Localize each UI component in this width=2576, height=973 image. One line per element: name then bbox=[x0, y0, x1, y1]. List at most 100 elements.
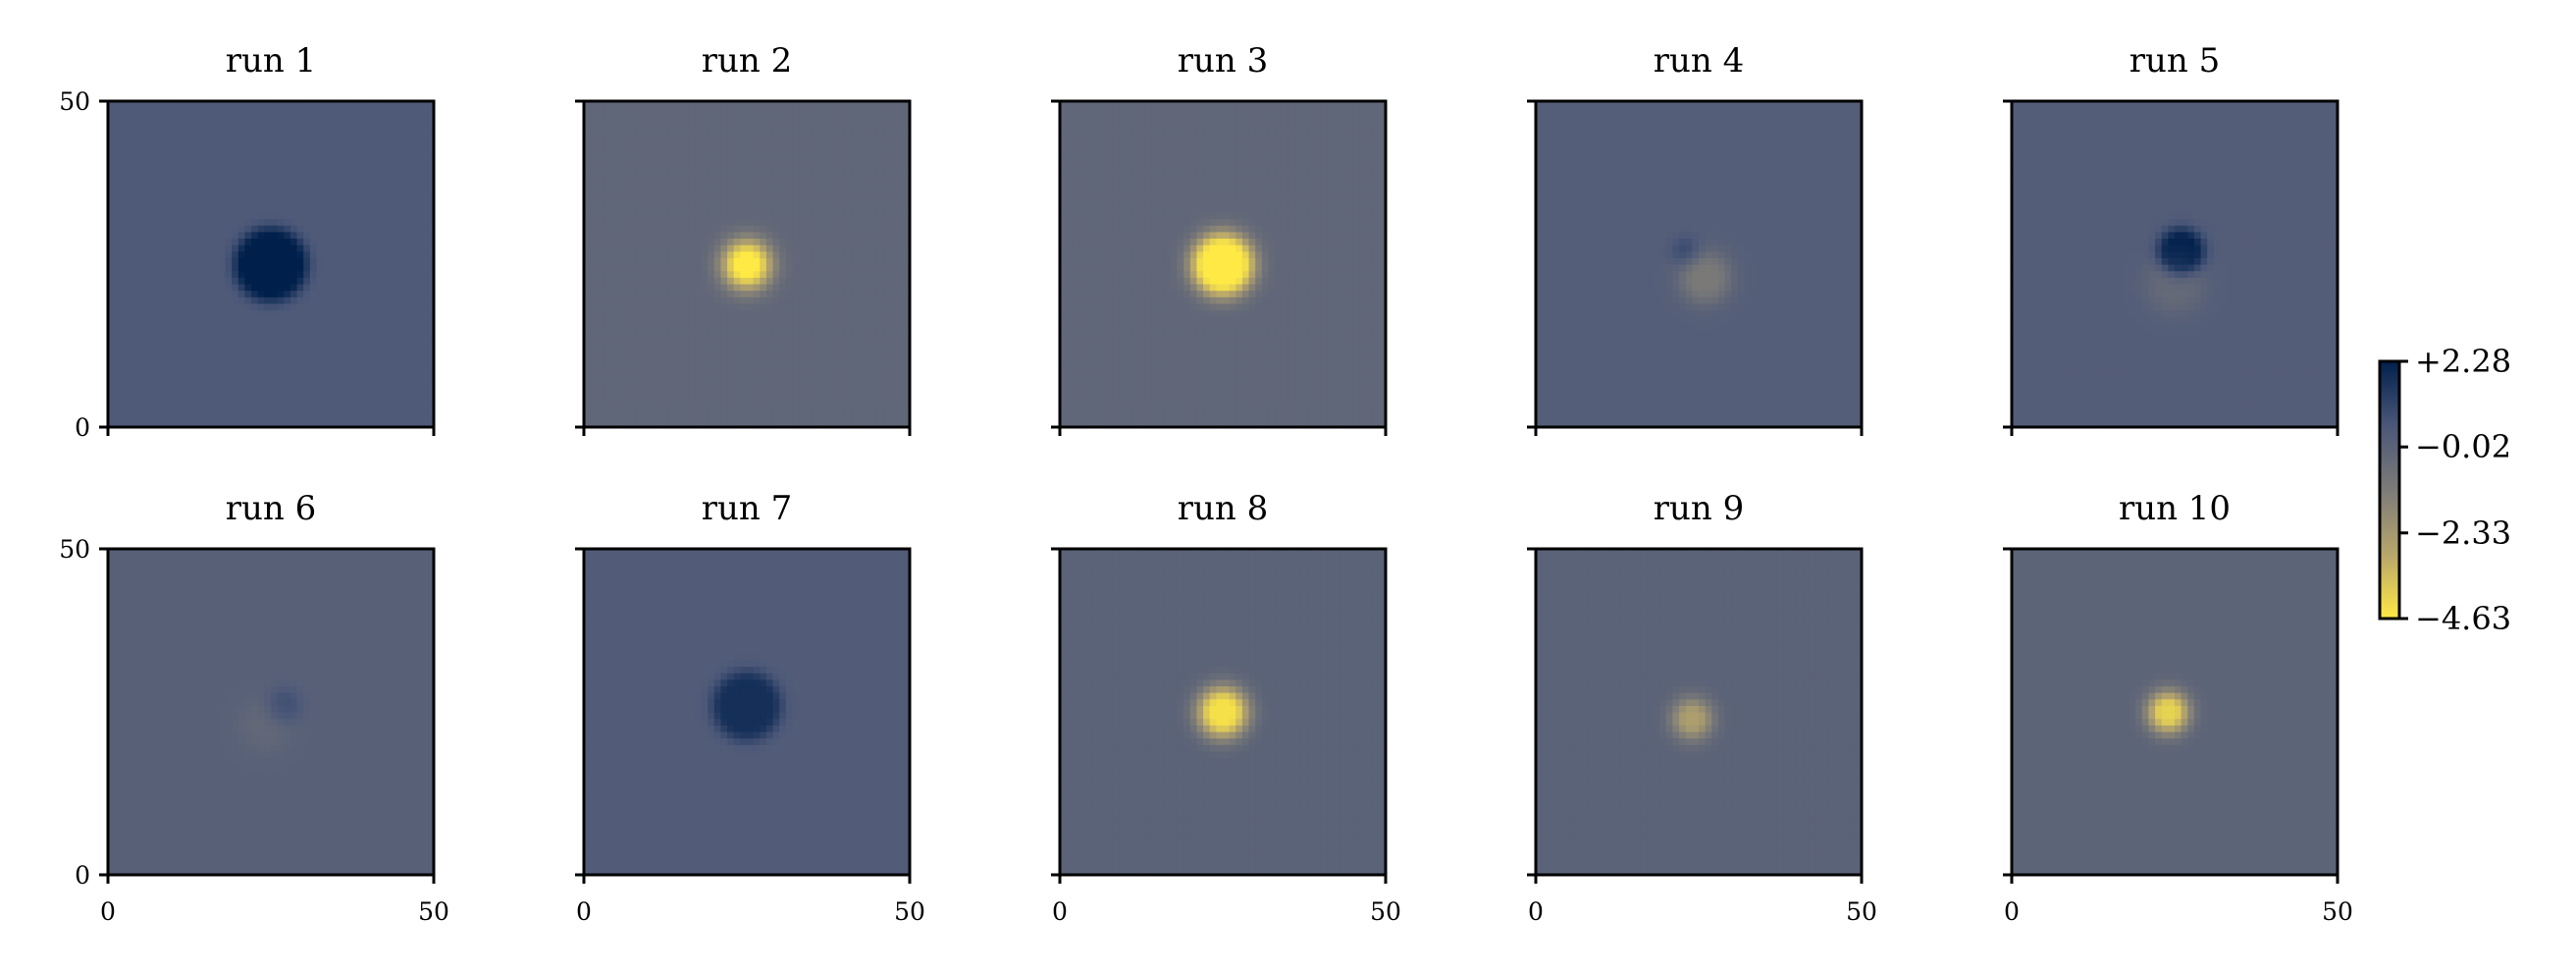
heatmap-cell bbox=[108, 361, 116, 369]
heatmap-cell bbox=[622, 270, 631, 278]
heatmap-cell bbox=[237, 270, 246, 278]
heatmap-cell bbox=[303, 420, 311, 428]
heatmap-cell bbox=[271, 413, 279, 421]
heatmap-cell bbox=[857, 270, 866, 278]
heatmap-cell bbox=[192, 309, 200, 317]
heatmap-cell bbox=[237, 139, 246, 148]
heatmap-cell bbox=[727, 407, 735, 415]
heatmap-cell bbox=[361, 381, 370, 389]
heatmap-cell bbox=[681, 120, 689, 129]
heatmap-cell bbox=[192, 186, 200, 193]
heatmap-cell bbox=[765, 277, 774, 285]
heatmap-cell bbox=[720, 342, 728, 350]
heatmap-cell bbox=[303, 354, 311, 363]
heatmap-cell bbox=[368, 354, 376, 363]
heatmap-cell bbox=[420, 244, 428, 252]
heatmap-cell bbox=[622, 173, 631, 181]
heatmap-cell bbox=[237, 173, 246, 181]
heatmap-cell bbox=[701, 309, 709, 317]
heatmap-cell bbox=[837, 250, 846, 258]
heatmap-cell bbox=[760, 166, 767, 174]
heatmap-cell bbox=[772, 250, 780, 258]
heatmap-cell bbox=[257, 297, 265, 304]
heatmap-cell bbox=[108, 316, 116, 324]
heatmap-cell bbox=[198, 388, 207, 396]
heatmap-cell bbox=[309, 231, 318, 240]
heatmap-cell bbox=[289, 394, 298, 403]
panel-2: run 2 bbox=[575, 41, 912, 436]
heatmap-cell bbox=[388, 401, 395, 408]
heatmap-cell bbox=[140, 186, 148, 193]
heatmap-cell bbox=[753, 120, 761, 129]
heatmap-cell bbox=[622, 107, 631, 115]
heatmap-cell bbox=[824, 127, 832, 135]
heatmap-cell bbox=[753, 179, 761, 187]
heatmap-cell bbox=[355, 420, 363, 428]
heatmap-cell bbox=[257, 153, 265, 161]
heatmap-cell bbox=[414, 336, 422, 344]
heatmap-cell bbox=[264, 297, 272, 304]
heatmap-cell bbox=[831, 250, 839, 258]
heatmap-cell bbox=[303, 225, 311, 233]
heatmap-cell bbox=[831, 336, 839, 344]
heatmap-cell bbox=[153, 225, 161, 233]
heatmap-cell bbox=[348, 342, 356, 350]
heatmap-cell bbox=[622, 250, 631, 258]
heatmap-cell bbox=[876, 349, 885, 356]
heatmap-cell bbox=[381, 173, 390, 181]
heatmap-cell bbox=[844, 283, 852, 292]
heatmap-cell bbox=[127, 297, 135, 304]
heatmap-cell bbox=[681, 101, 689, 109]
heatmap-cell bbox=[785, 134, 794, 141]
heatmap-cell bbox=[205, 413, 213, 421]
heatmap-cell bbox=[303, 290, 311, 297]
heatmap-cell bbox=[616, 244, 624, 252]
heatmap-cell bbox=[284, 179, 291, 187]
heatmap-cell bbox=[747, 381, 755, 389]
heatmap-cell bbox=[407, 302, 415, 311]
heatmap-cell bbox=[661, 361, 669, 369]
heatmap-cell bbox=[584, 283, 592, 292]
heatmap-cell bbox=[277, 336, 285, 344]
heatmap-cell bbox=[772, 107, 780, 115]
heatmap-cell bbox=[218, 231, 227, 240]
heatmap-cell bbox=[114, 413, 122, 421]
heatmap-cell bbox=[708, 407, 715, 415]
heatmap-cell bbox=[649, 191, 657, 200]
heatmap-cell bbox=[316, 277, 324, 285]
heatmap-cell bbox=[146, 277, 155, 285]
heatmap-cell bbox=[205, 250, 213, 258]
heatmap-cell bbox=[212, 107, 220, 115]
heatmap-cell bbox=[616, 420, 624, 428]
heatmap-cell bbox=[205, 394, 213, 403]
heatmap-cell bbox=[870, 368, 878, 376]
heatmap-cell bbox=[668, 153, 676, 161]
heatmap-cell bbox=[903, 342, 911, 350]
heatmap-cell bbox=[251, 361, 259, 369]
heatmap-cell bbox=[251, 290, 259, 297]
heatmap-cell bbox=[727, 394, 735, 403]
heatmap-cell bbox=[381, 127, 390, 135]
heatmap-cell bbox=[831, 322, 839, 330]
heatmap-cell bbox=[747, 270, 755, 278]
heatmap-cell bbox=[656, 211, 663, 220]
heatmap-cell bbox=[792, 394, 800, 403]
heatmap-cell bbox=[609, 159, 617, 167]
heatmap-cell bbox=[831, 394, 839, 403]
heatmap-cell bbox=[597, 283, 605, 292]
heatmap-cell bbox=[740, 198, 748, 206]
heatmap-cell bbox=[720, 349, 728, 356]
heatmap-cell bbox=[636, 238, 644, 245]
heatmap-cell bbox=[590, 316, 598, 324]
heatmap-cell bbox=[772, 342, 780, 350]
heatmap-cell bbox=[361, 211, 370, 220]
heatmap-cell bbox=[876, 270, 885, 278]
heatmap-cell bbox=[779, 257, 787, 265]
heatmap-cell bbox=[212, 250, 220, 258]
heatmap-cell bbox=[747, 173, 755, 181]
heatmap-cell bbox=[720, 361, 728, 369]
heatmap-cell bbox=[837, 146, 846, 154]
heatmap-cell bbox=[603, 114, 611, 122]
heatmap-cell bbox=[127, 329, 135, 337]
heatmap-cell bbox=[747, 361, 755, 369]
